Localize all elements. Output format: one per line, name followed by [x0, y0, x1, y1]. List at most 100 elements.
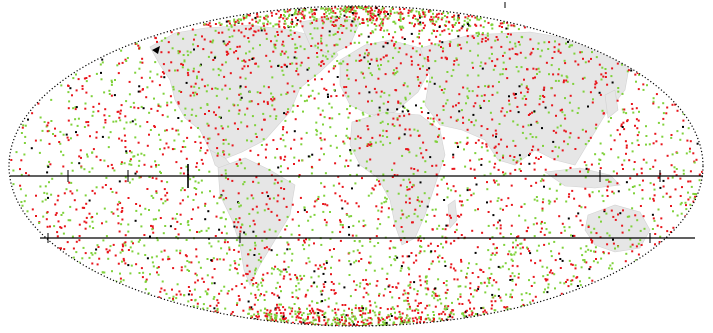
scatter-point: [535, 68, 538, 71]
scatter-point: [661, 135, 664, 138]
scatter-point: [23, 153, 26, 156]
scatter-point: [638, 184, 641, 187]
scatter-point: [609, 180, 612, 183]
scatter-point: [240, 162, 243, 165]
scatter-point: [675, 174, 678, 177]
scatter-point: [180, 269, 183, 272]
scatter-point: [449, 116, 452, 119]
scatter-point: [299, 278, 302, 281]
scatter-point: [430, 19, 433, 21]
scatter-point: [492, 214, 495, 217]
scatter-point: [196, 302, 199, 305]
scatter-point: [45, 125, 48, 128]
scatter-point: [228, 153, 231, 156]
scatter-point: [125, 60, 128, 62]
scatter-point: [145, 280, 148, 283]
scatter-point: [323, 138, 326, 141]
scatter-point: [456, 278, 459, 281]
scatter-point: [81, 87, 84, 90]
scatter-point: [351, 321, 354, 324]
scatter-point: [284, 308, 287, 311]
scatter-point: [274, 314, 277, 317]
scatter-point: [109, 245, 112, 248]
scatter-point: [196, 75, 198, 78]
scatter-point: [378, 313, 381, 316]
scatter-point: [378, 311, 381, 314]
scatter-point: [192, 91, 195, 94]
scatter-point: [503, 243, 506, 246]
scatter-point: [143, 244, 146, 247]
scatter-point: [308, 67, 310, 70]
scatter-point: [248, 212, 251, 215]
scatter-point: [291, 218, 294, 221]
scatter-point: [358, 119, 361, 122]
scatter-point: [595, 123, 598, 126]
scatter-point: [233, 260, 236, 262]
scatter-point: [685, 152, 688, 155]
scatter-point: [157, 164, 160, 166]
scatter-point: [298, 159, 300, 162]
north-america: [149, 24, 339, 161]
scatter-point: [243, 65, 246, 68]
scatter-point: [636, 127, 639, 130]
scatter-point: [418, 317, 421, 320]
scatter-point: [608, 180, 611, 183]
scatter-point: [182, 54, 185, 56]
scatter-point: [87, 124, 90, 127]
scatter-point: [70, 161, 73, 164]
scatter-point: [569, 166, 572, 169]
scatter-point: [473, 168, 476, 171]
scatter-point: [343, 309, 346, 312]
scatter-point: [429, 156, 432, 159]
scatter-point: [186, 136, 189, 139]
scatter-point: [373, 269, 376, 272]
scatter-point: [390, 39, 393, 42]
scatter-point: [654, 243, 656, 246]
scatter-point: [436, 184, 439, 187]
scatter-point: [499, 227, 502, 230]
scatter-point: [295, 24, 298, 27]
scatter-point: [551, 57, 554, 59]
scatter-point: [486, 201, 488, 204]
scatter-point: [469, 25, 472, 28]
scatter-point: [199, 266, 202, 269]
scatter-point: [300, 61, 303, 64]
scatter-point: [237, 112, 240, 115]
scatter-point: [502, 21, 505, 24]
scatter-point: [370, 143, 373, 146]
scatter-point: [259, 256, 262, 259]
scatter-point: [354, 15, 357, 18]
scatter-point: [280, 290, 282, 293]
scatter-point: [187, 293, 190, 296]
scatter-point: [164, 37, 167, 40]
scatter-point: [497, 168, 500, 171]
scatter-point: [190, 126, 193, 129]
scatter-point: [563, 229, 566, 232]
scatter-point: [417, 63, 420, 66]
scatter-point: [420, 219, 423, 221]
scatter-point: [497, 265, 500, 268]
scatter-point: [375, 325, 378, 326]
scatter-point: [391, 123, 394, 126]
scatter-point: [263, 294, 266, 297]
scatter-point: [452, 105, 455, 108]
scatter-point: [191, 108, 194, 111]
scatter-point: [140, 225, 143, 228]
scatter-point: [206, 84, 209, 87]
scatter-point: [666, 106, 669, 109]
scatter-point: [381, 22, 384, 25]
scatter-point: [340, 314, 343, 317]
scatter-point: [580, 266, 583, 269]
scatter-point: [317, 312, 320, 314]
scatter-point: [361, 111, 364, 114]
scatter-point: [349, 263, 352, 266]
scatter-point: [51, 177, 54, 180]
scatter-point: [264, 148, 267, 151]
scatter-point: [295, 70, 298, 72]
scatter-point: [625, 144, 628, 147]
scatter-point: [610, 267, 613, 270]
scatter-point: [414, 208, 417, 211]
scatter-point: [594, 250, 597, 253]
scatter-point: [583, 161, 586, 164]
scatter-point: [407, 292, 410, 295]
